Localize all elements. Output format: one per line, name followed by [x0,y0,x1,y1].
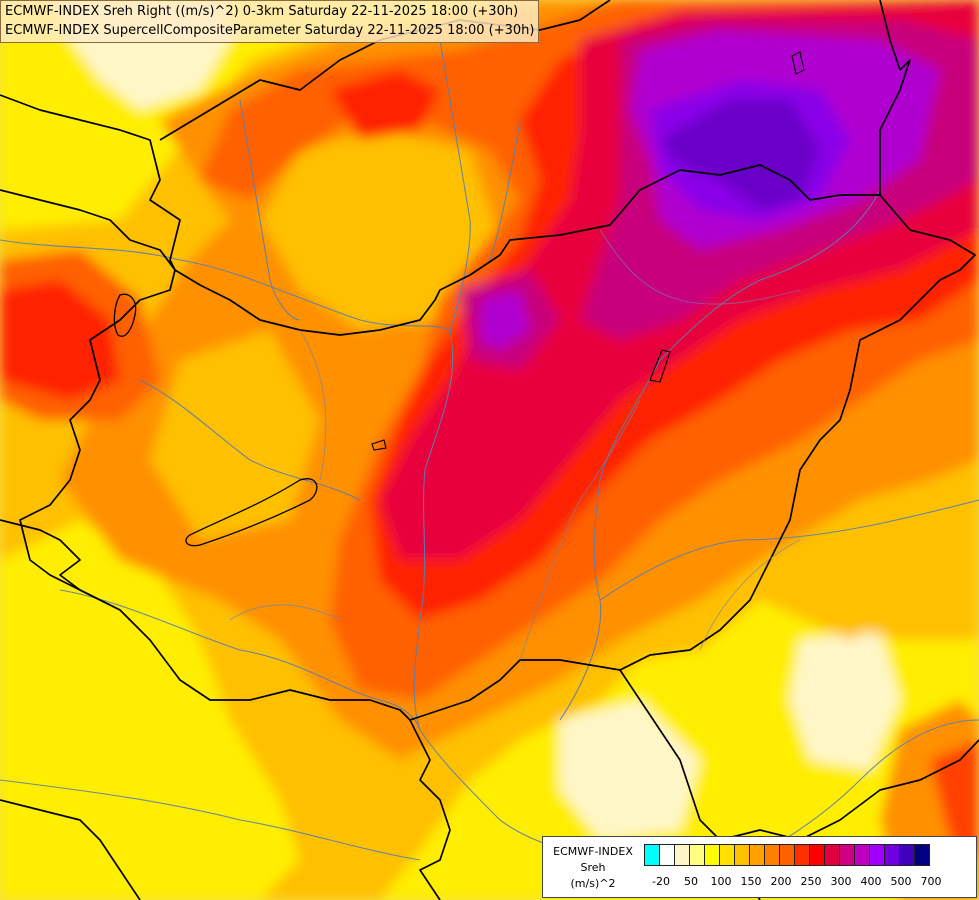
river-hron [489,119,521,261]
field-yellow-west [0,520,300,900]
legend-swatch [704,844,720,866]
legend-swatch [779,844,795,866]
region-line-4 [229,604,341,621]
river-tisza [559,189,881,721]
legend-swatch [794,844,810,866]
region-line-1 [299,329,327,481]
legend-title: ECMWF-INDEX [553,845,633,858]
field-amber-hole2 [150,330,320,540]
field-red-west2 [0,280,120,400]
border-slovakia-north [0,94,181,271]
legend-swatch [824,844,840,866]
legend-colorbar [644,844,930,866]
legend-tick-label: 500 [890,875,912,888]
map-title-box: ECMWF-INDEX Sreh Right ((m/s)^2) 0-3km S… [0,0,540,43]
legend-swatch [899,844,915,866]
river-sava [0,779,421,861]
legend-swatch [749,844,765,866]
border-hungary [19,164,976,721]
legend-tick-label: 200 [770,875,792,888]
field-indigo [660,100,820,210]
river-mures [599,499,979,601]
lake-small-2 [649,349,671,383]
legend-swatch [674,844,690,866]
legend-tick-label: 400 [860,875,882,888]
legend-swatch [884,844,900,866]
legend-swatch [914,844,930,866]
legend-tick-label: 50 [684,875,698,888]
border-ukraine-west [879,0,911,195]
field-red-north [330,70,440,140]
legend-tick-label: -20 [652,875,670,888]
legend-swatch [689,844,705,866]
legend-tick-label: 100 [710,875,732,888]
border-czech-austria [0,189,176,271]
field-pale-south [560,700,700,840]
legend-swatch [659,844,675,866]
lake-small-1 [371,439,387,451]
legend-swatch [764,844,780,866]
river-drava [59,589,421,731]
lake-neusiedl [113,293,137,337]
river-raba [139,379,361,501]
legend-swatch [869,844,885,866]
color-legend: ECMWF-INDEX Sreh (m/s)^2 -20 50 100 150 200 2… [542,836,977,898]
legend-unit: (m/s)^2 [570,877,616,890]
legend-swatch [719,844,735,866]
regional-boundaries [229,229,801,661]
legend-swatch [734,844,750,866]
river-vah [439,39,471,331]
lake-small-3 [791,51,805,75]
border-croatia-serbia [409,719,451,900]
field-purple-spot [480,290,530,350]
field-amber-east [760,460,979,640]
river-morava [239,99,301,321]
field-red-se [930,740,979,860]
title-line-sreh: ECMWF-INDEX Sreh Right ((m/s)^2) 0-3km S… [5,4,519,19]
field-pale-southeast [790,630,900,770]
field-amber-hole [260,130,500,330]
border-bosnia [0,799,141,900]
region-line-5 [599,229,801,305]
legend-swatch [839,844,855,866]
legend-tick-label: 700 [920,875,942,888]
legend-tick-label: 150 [740,875,762,888]
legend-variable: Sreh [580,861,606,874]
border-romania-east [719,739,979,841]
legend-swatch [644,844,660,866]
border-austria-slovenia [0,519,121,611]
legend-tick-label: 300 [830,875,852,888]
region-line-2 [519,399,641,661]
title-line-scp: ECMWF-INDEX SupercellCompositeParameter … [5,23,535,38]
region-line-3 [699,539,801,651]
legend-tick-label: 250 [800,875,822,888]
legend-swatch [854,844,870,866]
legend-swatch [809,844,825,866]
lake-balaton [185,478,318,547]
